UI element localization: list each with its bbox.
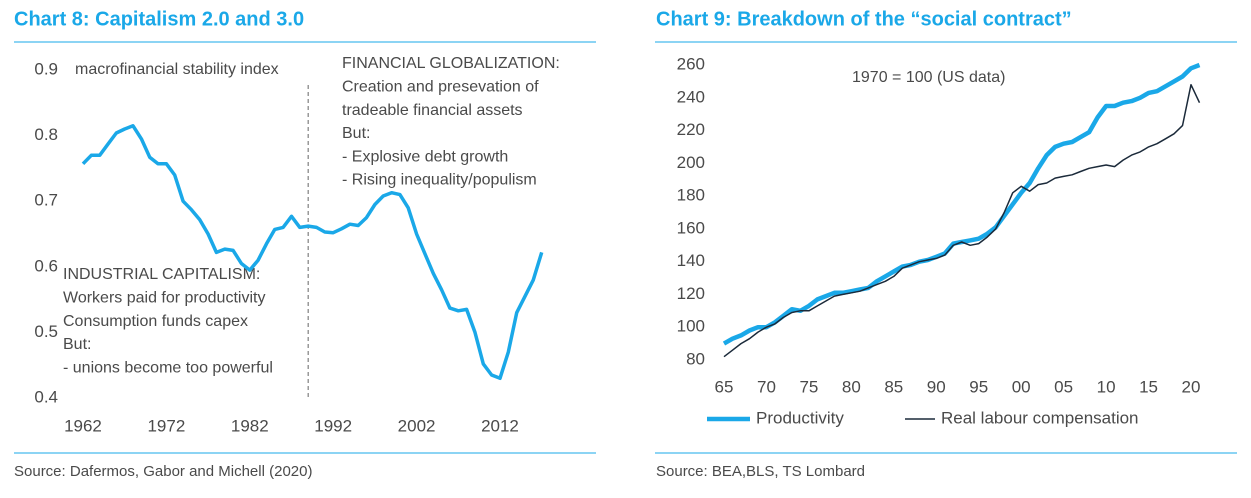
y-tick-label: 0.8: [34, 125, 58, 144]
series-line: [722, 62, 1201, 346]
y-tick-label: 0.6: [34, 256, 58, 275]
x-tick-label: 85: [884, 377, 903, 396]
legend-label: Real labour compensation: [941, 408, 1139, 427]
source: Source: Dafermos, Gabor and Michell (202…: [14, 463, 312, 480]
x-tick-label: 90: [927, 377, 946, 396]
annotation: - Rising inequality/populism: [342, 172, 537, 189]
annotation: macrofinancial stability index: [75, 61, 279, 78]
x-tick-label: 75: [799, 377, 818, 396]
x-tick-label: 15: [1139, 377, 1158, 396]
y-tick-label: 180: [677, 186, 705, 205]
y-tick-label: 240: [677, 87, 705, 106]
annotation: Consumption funds capex: [63, 313, 248, 330]
y-tick-label: 80: [686, 349, 705, 368]
annotation: Creation and presevation of: [342, 79, 539, 96]
y-tick-label: 260: [677, 54, 705, 73]
y-tick-label: 140: [677, 251, 705, 270]
annotation: But:: [342, 125, 370, 142]
y-tick-label: 120: [677, 284, 705, 303]
annotation: But:: [63, 336, 91, 353]
legend-label: Productivity: [756, 408, 844, 427]
y-tick-label: 200: [677, 153, 705, 172]
series-line: [81, 124, 544, 381]
annotation: Workers paid for productivity: [63, 290, 265, 307]
chart-title: Chart 9: Breakdown of the “social contra…: [656, 8, 1072, 30]
chart-title: Chart 8: Capitalism 2.0 and 3.0: [14, 8, 304, 30]
x-tick-label: 2012: [481, 416, 519, 435]
annotation: - unions become too powerful: [63, 359, 273, 376]
x-tick-label: 1992: [314, 416, 352, 435]
annotation: FINANCIAL GLOBALIZATION:: [342, 55, 560, 72]
x-tick-label: 10: [1097, 377, 1116, 396]
x-tick-label: 00: [1012, 377, 1031, 396]
x-tick-label: 2002: [398, 416, 436, 435]
y-tick-label: 0.7: [34, 191, 58, 210]
x-tick-label: 95: [969, 377, 988, 396]
y-tick-label: 0.5: [34, 322, 58, 341]
x-tick-label: 65: [715, 377, 734, 396]
annotation: 1970 = 100 (US data): [852, 69, 1005, 86]
x-tick-label: 1982: [231, 416, 269, 435]
annotation: INDUSTRIAL CAPITALISM:: [63, 266, 260, 283]
y-tick-label: 0.9: [34, 59, 58, 78]
series-line: [723, 83, 1201, 358]
x-tick-label: 1972: [147, 416, 185, 435]
x-tick-label: 05: [1054, 377, 1073, 396]
annotation: - Explosive debt growth: [342, 148, 508, 165]
y-tick-label: 220: [677, 120, 705, 139]
x-tick-label: 70: [757, 377, 776, 396]
y-tick-label: 160: [677, 218, 705, 237]
source: Source: BEA,BLS, TS Lombard: [656, 463, 865, 480]
y-tick-label: 0.4: [34, 387, 58, 406]
x-tick-label: 1962: [64, 416, 102, 435]
y-tick-label: 100: [677, 317, 705, 336]
annotation: tradeable financial assets: [342, 102, 523, 119]
x-tick-label: 20: [1182, 377, 1201, 396]
x-tick-label: 80: [842, 377, 861, 396]
